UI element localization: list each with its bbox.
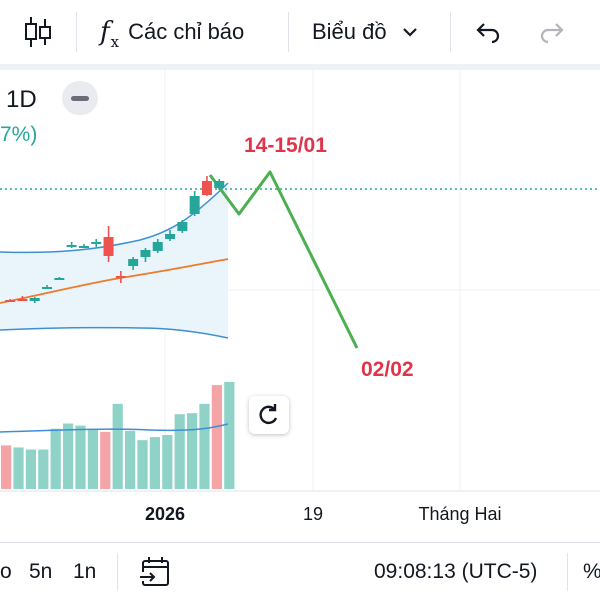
candle-body <box>201 181 212 195</box>
top-toolbar: fx Các chỉ báo Biểu đồ <box>0 0 600 64</box>
minus-icon <box>71 96 89 101</box>
reset-chart-button[interactable] <box>249 396 289 434</box>
candle-body <box>17 299 28 301</box>
redo-icon <box>540 23 564 44</box>
candle-body <box>189 196 200 214</box>
candles-group <box>5 176 225 303</box>
candles-style-button[interactable] <box>18 0 58 64</box>
candle-body <box>54 278 65 280</box>
volume-bar <box>162 434 173 489</box>
candle-body <box>103 237 114 256</box>
candle-body <box>29 298 40 301</box>
volume-bar <box>75 425 86 489</box>
interval-label: 1D <box>6 86 37 113</box>
percent-scale-button[interactable]: % <box>583 543 600 601</box>
volume-bar <box>199 403 210 489</box>
time-label-19: 19 <box>303 504 323 524</box>
volume-bar <box>100 431 111 489</box>
volume-bar <box>38 449 49 489</box>
volume-bar <box>25 449 36 489</box>
toolbar-divider <box>450 12 451 52</box>
indicators-label: Các chỉ báo <box>128 19 245 44</box>
candle-body <box>214 181 225 188</box>
candle-body <box>177 222 188 231</box>
bollinger-lower <box>0 326 229 339</box>
volume-bar <box>174 414 185 489</box>
price-chart[interactable]: 14-15/01 02/02 1D 7%) 2026 19 Tháng Hai <box>0 64 600 542</box>
chevron-down-icon <box>402 28 417 37</box>
time-label-february: Tháng Hai <box>418 504 501 524</box>
candle-body <box>140 250 151 257</box>
range-partial-label: o <box>0 560 12 583</box>
candle-body <box>152 242 163 251</box>
percent-label: % <box>583 560 600 583</box>
undo-button[interactable] <box>472 0 504 64</box>
volume-bar <box>1 445 12 489</box>
undo-icon <box>476 23 500 44</box>
indicators-button[interactable]: fx Các chỉ báo <box>100 0 244 64</box>
volume-bar <box>112 403 123 489</box>
range-button-partial[interactable]: o <box>0 543 12 601</box>
bollinger-band-fill <box>0 183 228 338</box>
bottom-divider <box>567 553 568 591</box>
calendar-go-to-icon <box>138 557 169 586</box>
peak-date-label: 14-15/01 <box>244 134 327 157</box>
volume-bar <box>149 437 160 489</box>
moving-average-line <box>0 258 229 304</box>
candle-body <box>165 234 176 239</box>
volume-bar <box>187 413 198 489</box>
redo-button[interactable] <box>536 0 568 64</box>
candle-body <box>91 242 102 244</box>
candle-body <box>78 246 89 248</box>
chart-type-dropdown[interactable]: Biểu đồ <box>312 0 419 64</box>
range-button-1d[interactable]: 1n <box>73 543 96 601</box>
toolbar-divider <box>288 12 289 52</box>
volume-bar <box>63 423 74 489</box>
bottom-bar: o 5n 1n 09:08:13 (UTC-5) % <box>0 542 600 601</box>
range-5d-label: 5n <box>29 560 53 583</box>
volume-bar <box>50 428 61 489</box>
change-percent-fragment: 7%) <box>0 123 37 146</box>
volume-bar <box>87 428 98 489</box>
timezone-button[interactable]: 09:08:13 (UTC-5) <box>374 543 537 601</box>
candles-icon <box>25 17 51 47</box>
candle-body <box>42 287 53 289</box>
candle-body <box>5 300 16 302</box>
time-label-2026: 2026 <box>145 504 185 524</box>
projection-path <box>208 170 359 349</box>
collapse-legend-button[interactable] <box>62 81 98 115</box>
volume-bar <box>224 382 235 489</box>
fx-icon: fx <box>100 17 120 51</box>
target-date-label: 02/02 <box>361 358 414 381</box>
volume-bar <box>211 385 222 489</box>
volume-ma-line <box>0 423 229 433</box>
go-to-date-button[interactable] <box>138 543 172 601</box>
range-1d-label: 1n <box>73 560 97 583</box>
volume-bar <box>13 447 24 489</box>
volume-bar <box>125 430 136 489</box>
toolbar-divider <box>76 12 77 52</box>
chart-type-label: Biểu đồ <box>312 19 387 44</box>
range-button-5d[interactable]: 5n <box>29 543 52 601</box>
volume-bar <box>137 440 148 489</box>
clock-timezone-label: 09:08:13 (UTC-5) <box>374 560 538 583</box>
candle-body <box>128 259 139 266</box>
candle-body <box>66 245 77 247</box>
toolbar-bottom-strip <box>0 64 600 70</box>
candle-body <box>115 276 126 278</box>
volume-bars-group <box>1 382 235 489</box>
bottom-divider <box>117 553 118 591</box>
refresh-icon <box>259 404 278 425</box>
